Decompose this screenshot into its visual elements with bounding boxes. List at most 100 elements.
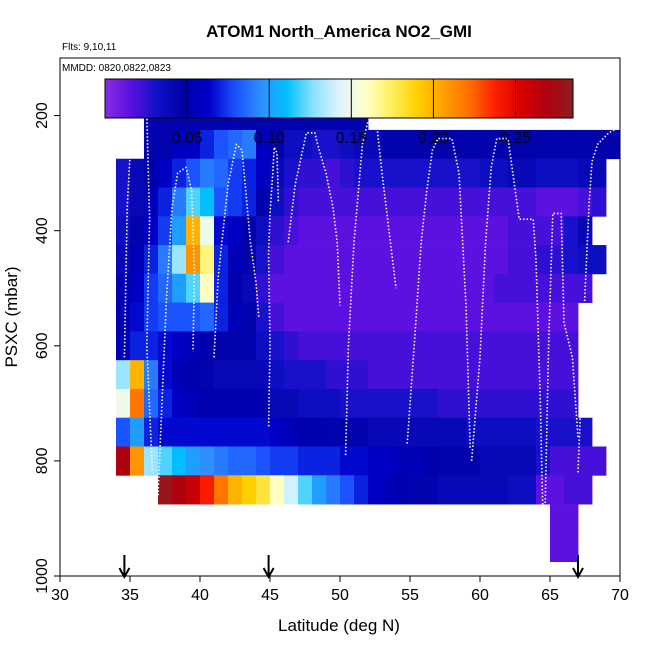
heatmap-cell xyxy=(144,216,159,246)
heatmap-cell xyxy=(466,360,481,390)
heatmap-cell xyxy=(606,129,621,160)
heatmap-cell xyxy=(536,302,551,332)
heatmap-cell xyxy=(438,273,453,304)
heatmap-cell xyxy=(256,331,271,361)
heatmap-cell xyxy=(326,187,341,217)
heatmap-cell xyxy=(466,388,481,419)
heatmap-cell xyxy=(564,129,579,160)
heatmap-cell xyxy=(116,302,131,332)
heatmap-cell xyxy=(368,388,383,419)
heatmap-cell xyxy=(172,417,187,447)
heatmap-cell xyxy=(298,475,313,505)
y-tick-label: 400 xyxy=(34,217,51,244)
heatmap-cell xyxy=(578,475,593,505)
heatmap-cell xyxy=(340,158,355,188)
heatmap-cell xyxy=(242,216,257,246)
heatmap-cell xyxy=(312,129,327,160)
heatmap-cell xyxy=(564,302,579,332)
heatmap-cell xyxy=(550,158,565,188)
heatmap-cell xyxy=(242,273,257,304)
heatmap-cell xyxy=(172,245,187,275)
heatmap-cell xyxy=(214,446,229,476)
heatmap-cell xyxy=(354,360,369,390)
heatmap-cell xyxy=(186,417,201,447)
chart-title: ATOM1 North_America NO2_GMI xyxy=(206,22,472,41)
heatmap-cell xyxy=(368,302,383,332)
heatmap-cell xyxy=(466,187,481,217)
heatmap-cell xyxy=(410,417,425,447)
x-tick-label: 60 xyxy=(471,587,489,604)
heatmap-cell xyxy=(424,187,439,217)
heatmap-cell xyxy=(130,187,145,217)
heatmap-cell xyxy=(424,446,439,476)
heatmap-cell xyxy=(382,187,397,217)
heatmap-cell xyxy=(214,187,229,217)
heatmap-cell xyxy=(368,129,383,160)
heatmap-cell xyxy=(130,302,145,332)
heatmap-cell xyxy=(326,446,341,476)
heatmap-cell xyxy=(354,302,369,332)
heatmap-cell xyxy=(186,331,201,361)
heatmap-cell xyxy=(410,475,425,505)
heatmap-cell xyxy=(130,245,145,275)
colorbar: 0.05 0.10 0.15 0.20 0.25 xyxy=(104,78,574,147)
heatmap-cell xyxy=(382,245,397,275)
heatmap-cell xyxy=(592,158,607,188)
heatmap-cell xyxy=(438,129,453,160)
colorbar-ticks: 0.05 0.10 0.15 0.20 0.25 xyxy=(172,79,531,147)
heatmap-cell xyxy=(214,475,229,505)
heatmap-cell xyxy=(494,360,509,390)
heatmap-cell xyxy=(214,245,229,275)
heatmap-cell xyxy=(340,273,355,304)
heatmap-cell xyxy=(284,446,299,476)
heatmap-cell xyxy=(200,302,215,332)
heatmap-cell xyxy=(438,388,453,419)
heatmap-cell xyxy=(242,245,257,275)
heatmap-cell xyxy=(186,216,201,246)
heatmap-cell xyxy=(354,417,369,447)
heatmap-cell xyxy=(382,216,397,246)
heatmap-cell xyxy=(242,417,257,447)
heatmap-cell xyxy=(340,129,355,160)
heatmap-cell xyxy=(382,475,397,505)
heatmap-cell xyxy=(494,216,509,246)
x-tick-label: 45 xyxy=(261,587,279,604)
heatmap-cell xyxy=(312,158,327,188)
heatmap-cell xyxy=(200,446,215,476)
heatmap-cell xyxy=(354,158,369,188)
heatmap-cell xyxy=(284,187,299,217)
heatmap-cell xyxy=(172,302,187,332)
heatmap-cell xyxy=(410,446,425,476)
heatmap-cell xyxy=(200,216,215,246)
heatmap-cell xyxy=(214,273,229,304)
heatmap-cell xyxy=(368,360,383,390)
heatmap-cell xyxy=(410,360,425,390)
colorbar-tick-label: 0.15 xyxy=(336,130,367,147)
heatmap-cell xyxy=(158,331,173,361)
heatmap-cell xyxy=(452,302,467,332)
heatmap-cell xyxy=(522,417,537,447)
heatmap-cell xyxy=(396,245,411,275)
colorbar-tick-label: 0.25 xyxy=(500,130,531,147)
heatmap-cell xyxy=(550,504,565,534)
heatmap-cell xyxy=(508,129,523,160)
heatmap-cell xyxy=(410,331,425,361)
heatmap-cell xyxy=(424,273,439,304)
heatmap-cell xyxy=(312,388,327,419)
heatmap-cell xyxy=(368,216,383,246)
heatmap-cell xyxy=(536,245,551,275)
x-tick-label: 55 xyxy=(401,587,419,604)
heatmap-cell xyxy=(326,360,341,390)
heatmap-cell xyxy=(396,129,411,160)
heatmap-cell xyxy=(256,360,271,390)
heatmap-cell xyxy=(116,360,131,390)
heatmap-cell xyxy=(578,158,593,188)
heatmap-cell xyxy=(270,360,285,390)
heatmap-cell xyxy=(368,273,383,304)
heatmap-cell xyxy=(536,273,551,304)
heatmap-cell xyxy=(158,302,173,332)
heatmap-cell xyxy=(242,360,257,390)
heatmap-cell xyxy=(340,446,355,476)
heatmap-cell xyxy=(256,273,271,304)
heatmap-cell xyxy=(326,129,341,160)
